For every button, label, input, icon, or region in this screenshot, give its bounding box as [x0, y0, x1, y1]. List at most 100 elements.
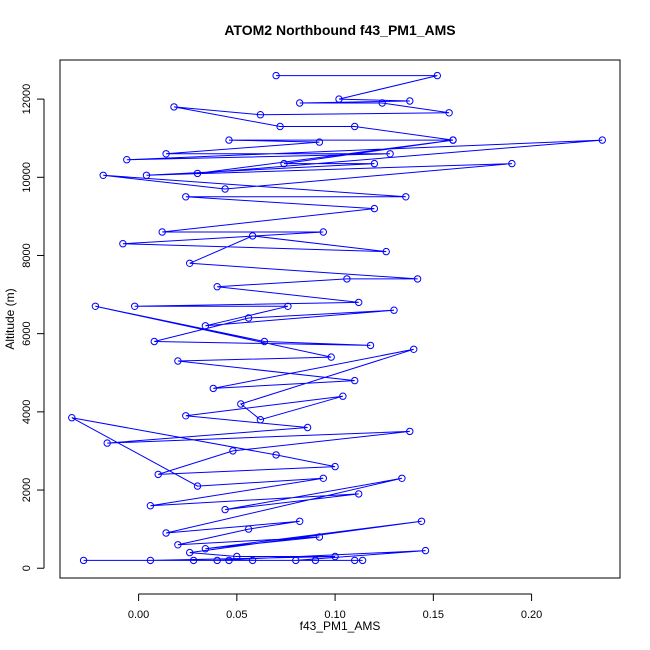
- data-point: [248, 556, 257, 565]
- data-point: [343, 275, 351, 283]
- data-point: [225, 556, 233, 565]
- data-point: [351, 122, 359, 131]
- data-point: [276, 122, 284, 131]
- data-point: [260, 337, 269, 346]
- y-tick-label: 6000: [21, 321, 33, 345]
- y-tick-label: 8000: [21, 243, 33, 267]
- data-point: [406, 97, 414, 105]
- data-point: [272, 451, 280, 459]
- data-point: [146, 502, 155, 510]
- x-tick-label: 0.00: [128, 609, 149, 621]
- data-point: [154, 470, 162, 479]
- data-point: [378, 99, 386, 107]
- data-point: [319, 228, 327, 236]
- data-point: [119, 240, 127, 248]
- data-point: [225, 136, 233, 144]
- data-point: [382, 247, 390, 256]
- x-axis: 0.00 0.05 0.10 0.15 0.20: [128, 593, 542, 621]
- data-point: [402, 193, 410, 201]
- data-point: [406, 427, 414, 436]
- data-point: [229, 447, 237, 455]
- data-point: [327, 353, 335, 361]
- y-tick-label: 0: [21, 565, 33, 571]
- data-point: [331, 462, 339, 471]
- data-point: [209, 384, 218, 393]
- data-point: [508, 159, 516, 168]
- data-point: [244, 525, 253, 533]
- data-point: [296, 517, 304, 525]
- data-point: [303, 423, 312, 432]
- data-point: [421, 546, 430, 555]
- data-point: [103, 439, 111, 447]
- data-point: [248, 232, 257, 240]
- data-point: [142, 171, 151, 180]
- data-point: [413, 275, 422, 283]
- data-point: [445, 109, 453, 117]
- data-point: [366, 341, 375, 350]
- data-point: [284, 302, 292, 310]
- data-point: [186, 548, 194, 557]
- data-point: [390, 306, 398, 314]
- data-point: [189, 556, 198, 565]
- y-tick-label: 2000: [21, 478, 33, 502]
- x-tick-label: 0.20: [521, 609, 542, 621]
- data-point: [272, 71, 280, 80]
- y-axis: 0 2000 4000 6000 8000 10000 12000: [21, 84, 45, 571]
- x-tick-label: 0.10: [324, 609, 345, 621]
- data-point: [292, 556, 300, 565]
- data-point: [68, 414, 76, 422]
- data-point: [417, 517, 426, 525]
- plot-frame: [59, 59, 621, 579]
- data-point: [186, 259, 194, 267]
- data-point: [158, 228, 166, 236]
- data-point: [174, 357, 182, 365]
- data-point: [162, 150, 170, 158]
- data-point: [433, 71, 441, 80]
- data-point: [193, 169, 202, 178]
- data-point: [296, 99, 304, 107]
- y-axis-label: Altitude (m): [3, 288, 17, 349]
- data-point: [221, 505, 229, 514]
- data-point: [351, 556, 359, 565]
- data-point: [233, 552, 241, 561]
- data-point: [131, 302, 139, 310]
- data-point: [150, 337, 159, 346]
- data-point: [201, 322, 210, 330]
- data-point: [410, 345, 418, 353]
- x-tick-label: 0.05: [226, 609, 247, 621]
- data-point: [370, 204, 379, 213]
- data-point: [99, 171, 107, 180]
- data-point: [331, 552, 339, 561]
- data-point: [311, 556, 320, 565]
- data-point: [280, 159, 288, 168]
- data-point: [598, 136, 606, 144]
- data-point: [123, 156, 131, 164]
- data-point: [351, 376, 359, 385]
- data-point: [213, 556, 221, 565]
- data-point: [315, 138, 324, 146]
- series-line: [71, 75, 603, 561]
- data-point: [319, 474, 327, 482]
- series-layer: [68, 71, 606, 565]
- data-point: [244, 314, 253, 322]
- data-point: [315, 533, 324, 541]
- data-point: [256, 111, 265, 119]
- data-point: [398, 474, 406, 482]
- data-point: [182, 412, 190, 420]
- y-tick-label: 10000: [21, 162, 33, 193]
- data-point: [449, 136, 457, 144]
- data-point: [355, 490, 363, 498]
- y-tick-label: 4000: [21, 400, 33, 424]
- data-point: [174, 541, 182, 549]
- data-point: [386, 150, 394, 158]
- data-point: [193, 482, 202, 490]
- data-point: [201, 545, 210, 553]
- data-point: [237, 400, 245, 408]
- y-tick-label: 12000: [21, 84, 33, 115]
- x-axis-label: f43_PM1_AMS: [300, 619, 381, 633]
- data-point: [213, 283, 221, 291]
- data-point: [91, 302, 100, 310]
- data-point: [182, 193, 190, 201]
